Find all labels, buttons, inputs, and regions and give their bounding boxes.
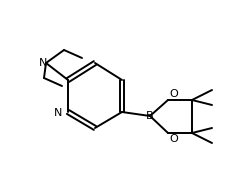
Text: B: B: [146, 111, 154, 121]
Text: O: O: [169, 134, 178, 144]
Text: O: O: [169, 89, 178, 99]
Text: N: N: [39, 58, 47, 68]
Text: N: N: [54, 108, 62, 118]
